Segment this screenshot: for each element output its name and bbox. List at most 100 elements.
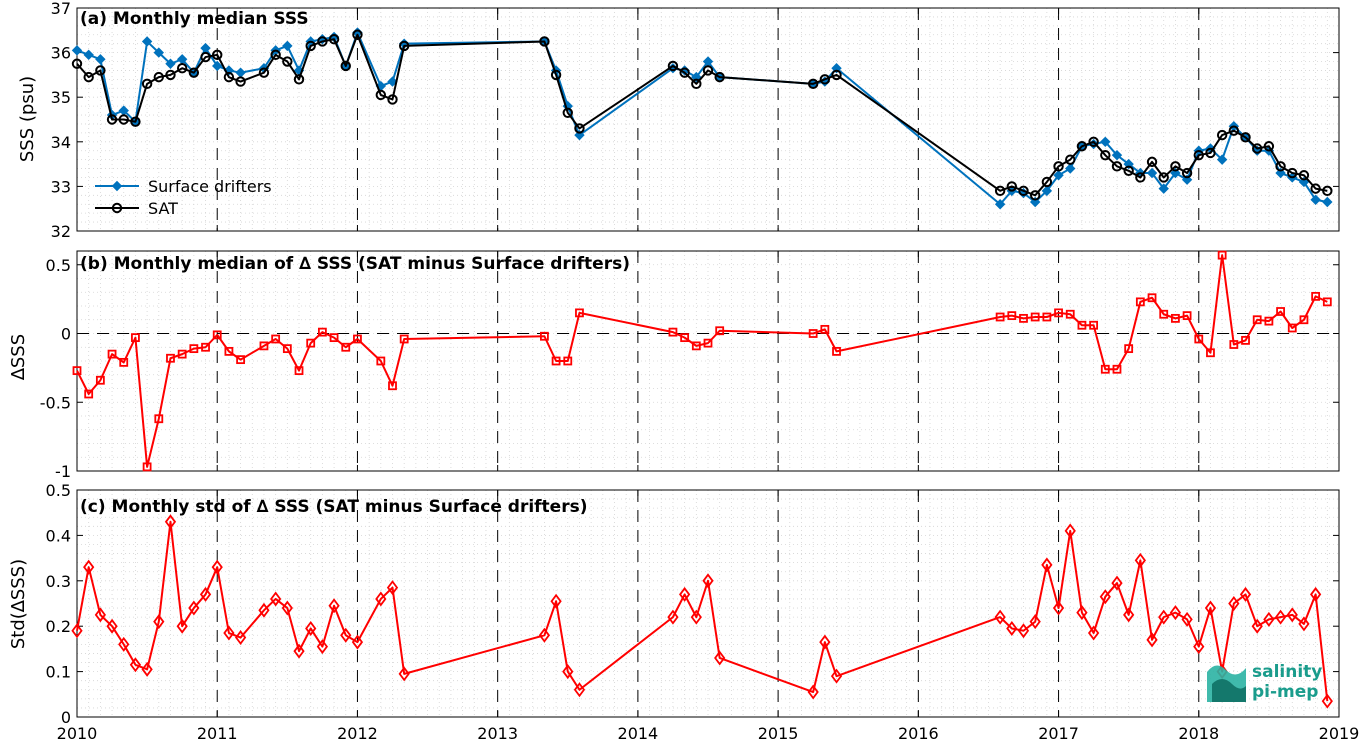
data-point — [1181, 167, 1193, 179]
data-point — [71, 45, 83, 56]
data-point — [550, 593, 562, 609]
data-point — [1146, 167, 1158, 179]
data-point — [340, 627, 352, 643]
data-point — [1228, 125, 1240, 136]
data-point — [994, 185, 1006, 197]
x-tick-label: 2014 — [618, 724, 659, 743]
data-point — [667, 609, 679, 625]
data-point — [1111, 149, 1123, 161]
data-point — [1135, 297, 1145, 307]
data-point — [1041, 557, 1053, 573]
y-tick-label: 33 — [51, 177, 71, 196]
data-point — [819, 74, 831, 85]
data-point — [690, 609, 702, 625]
y-tick-label: 36 — [51, 44, 71, 63]
data-point — [72, 366, 82, 376]
data-point — [1158, 172, 1169, 183]
data-point — [1029, 614, 1041, 630]
data-point — [1193, 149, 1204, 161]
data-point — [1252, 143, 1263, 154]
data-point — [1100, 149, 1111, 161]
data-point — [562, 664, 574, 680]
data-point — [1287, 167, 1298, 179]
data-point — [1229, 340, 1239, 349]
data-point — [95, 54, 106, 65]
y-tick-label: -1 — [55, 462, 71, 481]
data-point — [1007, 311, 1017, 321]
data-point — [1100, 136, 1111, 148]
data-point — [551, 356, 561, 366]
data-point — [340, 60, 351, 72]
data-point — [83, 71, 94, 83]
data-point — [1274, 609, 1287, 625]
data-point — [680, 333, 690, 343]
salinity-pi-mep-logo: salinity pi-mep — [1207, 662, 1322, 702]
data-point — [129, 657, 142, 673]
data-point — [1252, 315, 1262, 325]
series-surface-drifters — [71, 27, 1333, 210]
y-tick-label: 34 — [51, 133, 71, 152]
data-point — [831, 69, 842, 81]
logo-text-line2: pi-mep — [1252, 682, 1318, 702]
data-point — [166, 353, 175, 363]
data-point — [1322, 297, 1332, 307]
data-point — [376, 356, 386, 366]
data-point — [1100, 364, 1110, 374]
data-point — [1112, 364, 1122, 374]
data-point — [201, 342, 210, 352]
data-point — [1158, 183, 1169, 194]
data-point — [1241, 335, 1250, 345]
data-point — [106, 618, 118, 634]
data-point — [679, 67, 690, 78]
data-point — [153, 47, 165, 58]
data-point — [328, 34, 340, 45]
data-point — [1052, 600, 1065, 616]
data-point — [819, 634, 831, 650]
data-point — [388, 381, 397, 391]
data-point — [189, 344, 199, 354]
data-point — [1216, 129, 1228, 141]
data-point — [1217, 250, 1227, 260]
data-point — [236, 355, 245, 365]
data-point — [188, 600, 200, 616]
data-point — [538, 627, 551, 643]
x-tick-label: 2013 — [477, 724, 518, 743]
data-point — [820, 324, 830, 334]
data-point — [386, 580, 399, 596]
data-point — [1275, 161, 1286, 172]
axes-box — [76, 250, 1340, 472]
data-point — [1041, 185, 1053, 197]
data-point — [212, 330, 222, 340]
data-point — [550, 69, 562, 81]
data-point — [1123, 165, 1134, 176]
data-point — [153, 614, 165, 630]
data-point — [1123, 607, 1135, 623]
data-point — [1029, 190, 1041, 201]
data-point — [1089, 320, 1099, 330]
data-point — [83, 49, 94, 61]
data-point — [83, 559, 95, 575]
x-tick-label: 2015 — [758, 724, 799, 743]
data-point — [200, 51, 211, 63]
data-point — [1298, 170, 1310, 181]
data-point — [1065, 163, 1076, 174]
data-point — [1006, 620, 1018, 636]
legend-label: SAT — [148, 199, 178, 218]
data-point — [832, 346, 841, 356]
data-point — [1053, 161, 1064, 172]
data-point — [1053, 170, 1064, 181]
data-point — [107, 349, 117, 359]
panel-c-std-delta-sss: 0 0.1 0.2 0.3 0.4 0.5 2010 2011 2012 2013 2014 2015… — [8, 481, 1359, 743]
data-point — [1263, 141, 1275, 152]
y-tick-label: 37 — [51, 0, 71, 18]
data-point — [131, 333, 140, 343]
data-point — [141, 36, 153, 47]
legend-item: Surface drifters — [95, 177, 272, 196]
data-point — [1134, 552, 1146, 568]
data-point — [1182, 311, 1192, 321]
panel-a-y-axis-label: SSS (psu) — [17, 76, 38, 162]
data-point — [1111, 161, 1123, 172]
x-tick-label: 2012 — [337, 724, 378, 743]
data-point — [1042, 312, 1052, 322]
